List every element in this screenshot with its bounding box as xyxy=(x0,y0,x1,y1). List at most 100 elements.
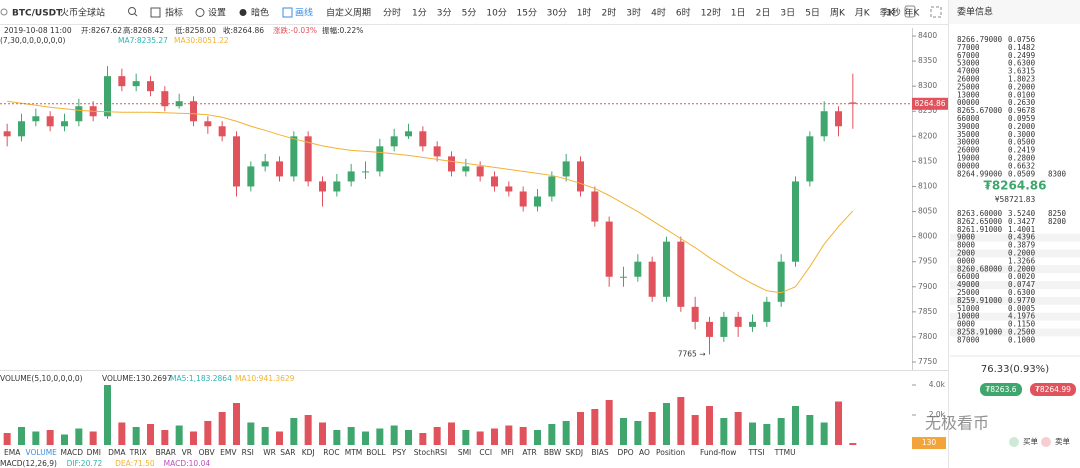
period[interactable]: 15分 xyxy=(517,8,537,19)
pair-icon[interactable] xyxy=(0,8,8,16)
snapshot-button[interactable] xyxy=(904,5,916,18)
volume-bar xyxy=(634,421,642,445)
orderbook-cell: 0.0005 xyxy=(1008,304,1035,313)
indicator-tab[interactable]: OBV xyxy=(199,448,216,457)
indicator-tab[interactable]: DMA xyxy=(108,448,126,457)
indicator-tab[interactable]: BRAR xyxy=(156,448,176,457)
indicator-tab[interactable]: DPO xyxy=(617,448,633,457)
period[interactable]: 周K xyxy=(830,8,846,19)
indicator-tab[interactable]: ROC xyxy=(323,448,339,457)
period[interactable]: 月K xyxy=(855,8,871,19)
info-close: 收:8264.86 xyxy=(223,25,264,35)
period[interactable]: 3日 xyxy=(780,8,795,19)
indicator-tab[interactable]: BIAS xyxy=(591,448,608,457)
period[interactable]: 4时 xyxy=(651,7,666,19)
period[interactable]: 10分 xyxy=(486,8,506,19)
indicator-tab[interactable]: SMI xyxy=(458,448,471,457)
indicator-tab[interactable]: CCI xyxy=(479,448,492,457)
indicator-tab[interactable]: TTMU xyxy=(774,448,796,457)
sell-price[interactable]: ₮8264.99 xyxy=(1035,385,1071,394)
indicator-tab[interactable]: MACD xyxy=(61,448,84,457)
period[interactable]: 分时 xyxy=(383,7,401,19)
indicator-tab[interactable]: ATR xyxy=(522,448,536,457)
period[interactable]: 2日 xyxy=(756,8,771,19)
period[interactable]: 30分 xyxy=(547,8,567,19)
candle-body xyxy=(448,156,455,172)
candle-body xyxy=(118,76,126,87)
search-icon[interactable] xyxy=(128,7,136,15)
tool[interactable]: 指标 xyxy=(165,7,183,19)
orderbook-cell: 35000 xyxy=(957,130,980,139)
buy-button[interactable] xyxy=(980,383,1022,396)
indicator-tab[interactable]: StochRSI xyxy=(414,448,447,457)
orderbook-cell: 8000 xyxy=(957,241,976,250)
buy-label[interactable]: 买单 xyxy=(1023,436,1039,446)
sell-button[interactable] xyxy=(1030,383,1076,396)
orderbook-cell: 0.0747 xyxy=(1008,280,1035,289)
candle-body xyxy=(792,181,799,262)
orderbook-cell: 10000 xyxy=(957,312,980,321)
orderbook-cell: 0.3000 xyxy=(1008,130,1036,139)
indicator-tab[interactable]: MFI xyxy=(501,448,514,457)
tool[interactable]: 设置 xyxy=(208,8,226,19)
indicator-tab[interactable]: SKDJ xyxy=(565,448,583,457)
indicator-tab[interactable]: Position xyxy=(656,448,685,457)
macd-label: MACD:10.04 xyxy=(164,459,211,468)
tool[interactable]: 暗色 xyxy=(251,7,269,19)
period[interactable]: 5分 xyxy=(462,8,477,19)
indicator-tab[interactable]: PSY xyxy=(392,448,406,457)
search-icon xyxy=(134,13,138,17)
orderbook-cell: 67000 xyxy=(957,51,980,60)
indicator-tab[interactable]: KDJ xyxy=(302,448,315,457)
indicator-tab[interactable]: BBW xyxy=(544,448,562,457)
indicator-tab[interactable]: RSI xyxy=(242,448,254,457)
candle-body xyxy=(218,126,226,137)
indicator-tab[interactable]: AO xyxy=(639,448,650,457)
custom-period[interactable]: 自定义周期 xyxy=(326,7,371,19)
period[interactable]: 6时 xyxy=(676,7,691,19)
buy-price[interactable]: ₮8263.6 xyxy=(985,385,1016,394)
volume-bar xyxy=(749,422,756,445)
period[interactable]: 1日 xyxy=(731,8,746,19)
candle-body xyxy=(175,101,183,107)
pair[interactable]: BTC/USDT xyxy=(12,9,63,19)
tool[interactable]: 画线 xyxy=(295,7,313,19)
indicator-tab[interactable]: Fund-flow xyxy=(700,448,736,457)
orderbook-cell: 0.6300 xyxy=(1008,288,1036,297)
indicator-tab[interactable]: TTSI xyxy=(748,448,765,457)
period[interactable]: 3分 xyxy=(437,8,452,19)
indicator-tab[interactable]: EMV xyxy=(220,448,237,457)
orderbook-cell: 0.2000 xyxy=(1008,122,1036,131)
volume-bar xyxy=(405,430,412,445)
period[interactable]: 1分 xyxy=(412,8,427,19)
indicator-tab[interactable]: MTM xyxy=(345,448,363,457)
candle-body xyxy=(104,76,111,117)
indicator-tab[interactable]: DMI xyxy=(87,448,101,457)
period[interactable]: 季K xyxy=(880,7,896,19)
indicator-tab[interactable]: BOLL xyxy=(366,448,386,457)
period[interactable]: 5日 xyxy=(805,8,820,19)
sell-label[interactable]: 卖单 xyxy=(1055,436,1071,446)
volume-bar xyxy=(820,422,828,445)
candle-body xyxy=(806,136,814,182)
candle-body xyxy=(75,106,83,122)
y-tick-label: 8250 xyxy=(918,106,937,115)
fullscreen-button[interactable] xyxy=(930,6,942,18)
period[interactable]: 3时 xyxy=(626,7,641,19)
period[interactable]: 12时 xyxy=(701,7,721,19)
interval[interactable]: 1秒 xyxy=(886,7,901,19)
volume-bar xyxy=(333,430,341,445)
ma-params: (7,30,0,0,0,0,0,0) xyxy=(0,36,66,45)
indicator-tab[interactable]: VOLUME xyxy=(26,448,58,457)
period[interactable]: 年K xyxy=(904,7,920,19)
indicator-tab[interactable]: TRIX xyxy=(129,448,147,457)
indicator-tab[interactable]: WR xyxy=(263,448,276,457)
period[interactable]: 1时 xyxy=(577,7,592,19)
indicator-tab[interactable]: SAR xyxy=(280,448,295,457)
period[interactable]: 2时 xyxy=(602,7,617,19)
indicator-tab[interactable]: VR xyxy=(182,448,192,457)
candle-body xyxy=(18,121,25,137)
candle-body xyxy=(534,196,541,207)
orderbook-cell: 8265.67000 xyxy=(957,106,1003,115)
indicator-tab[interactable]: EMA xyxy=(4,448,21,457)
